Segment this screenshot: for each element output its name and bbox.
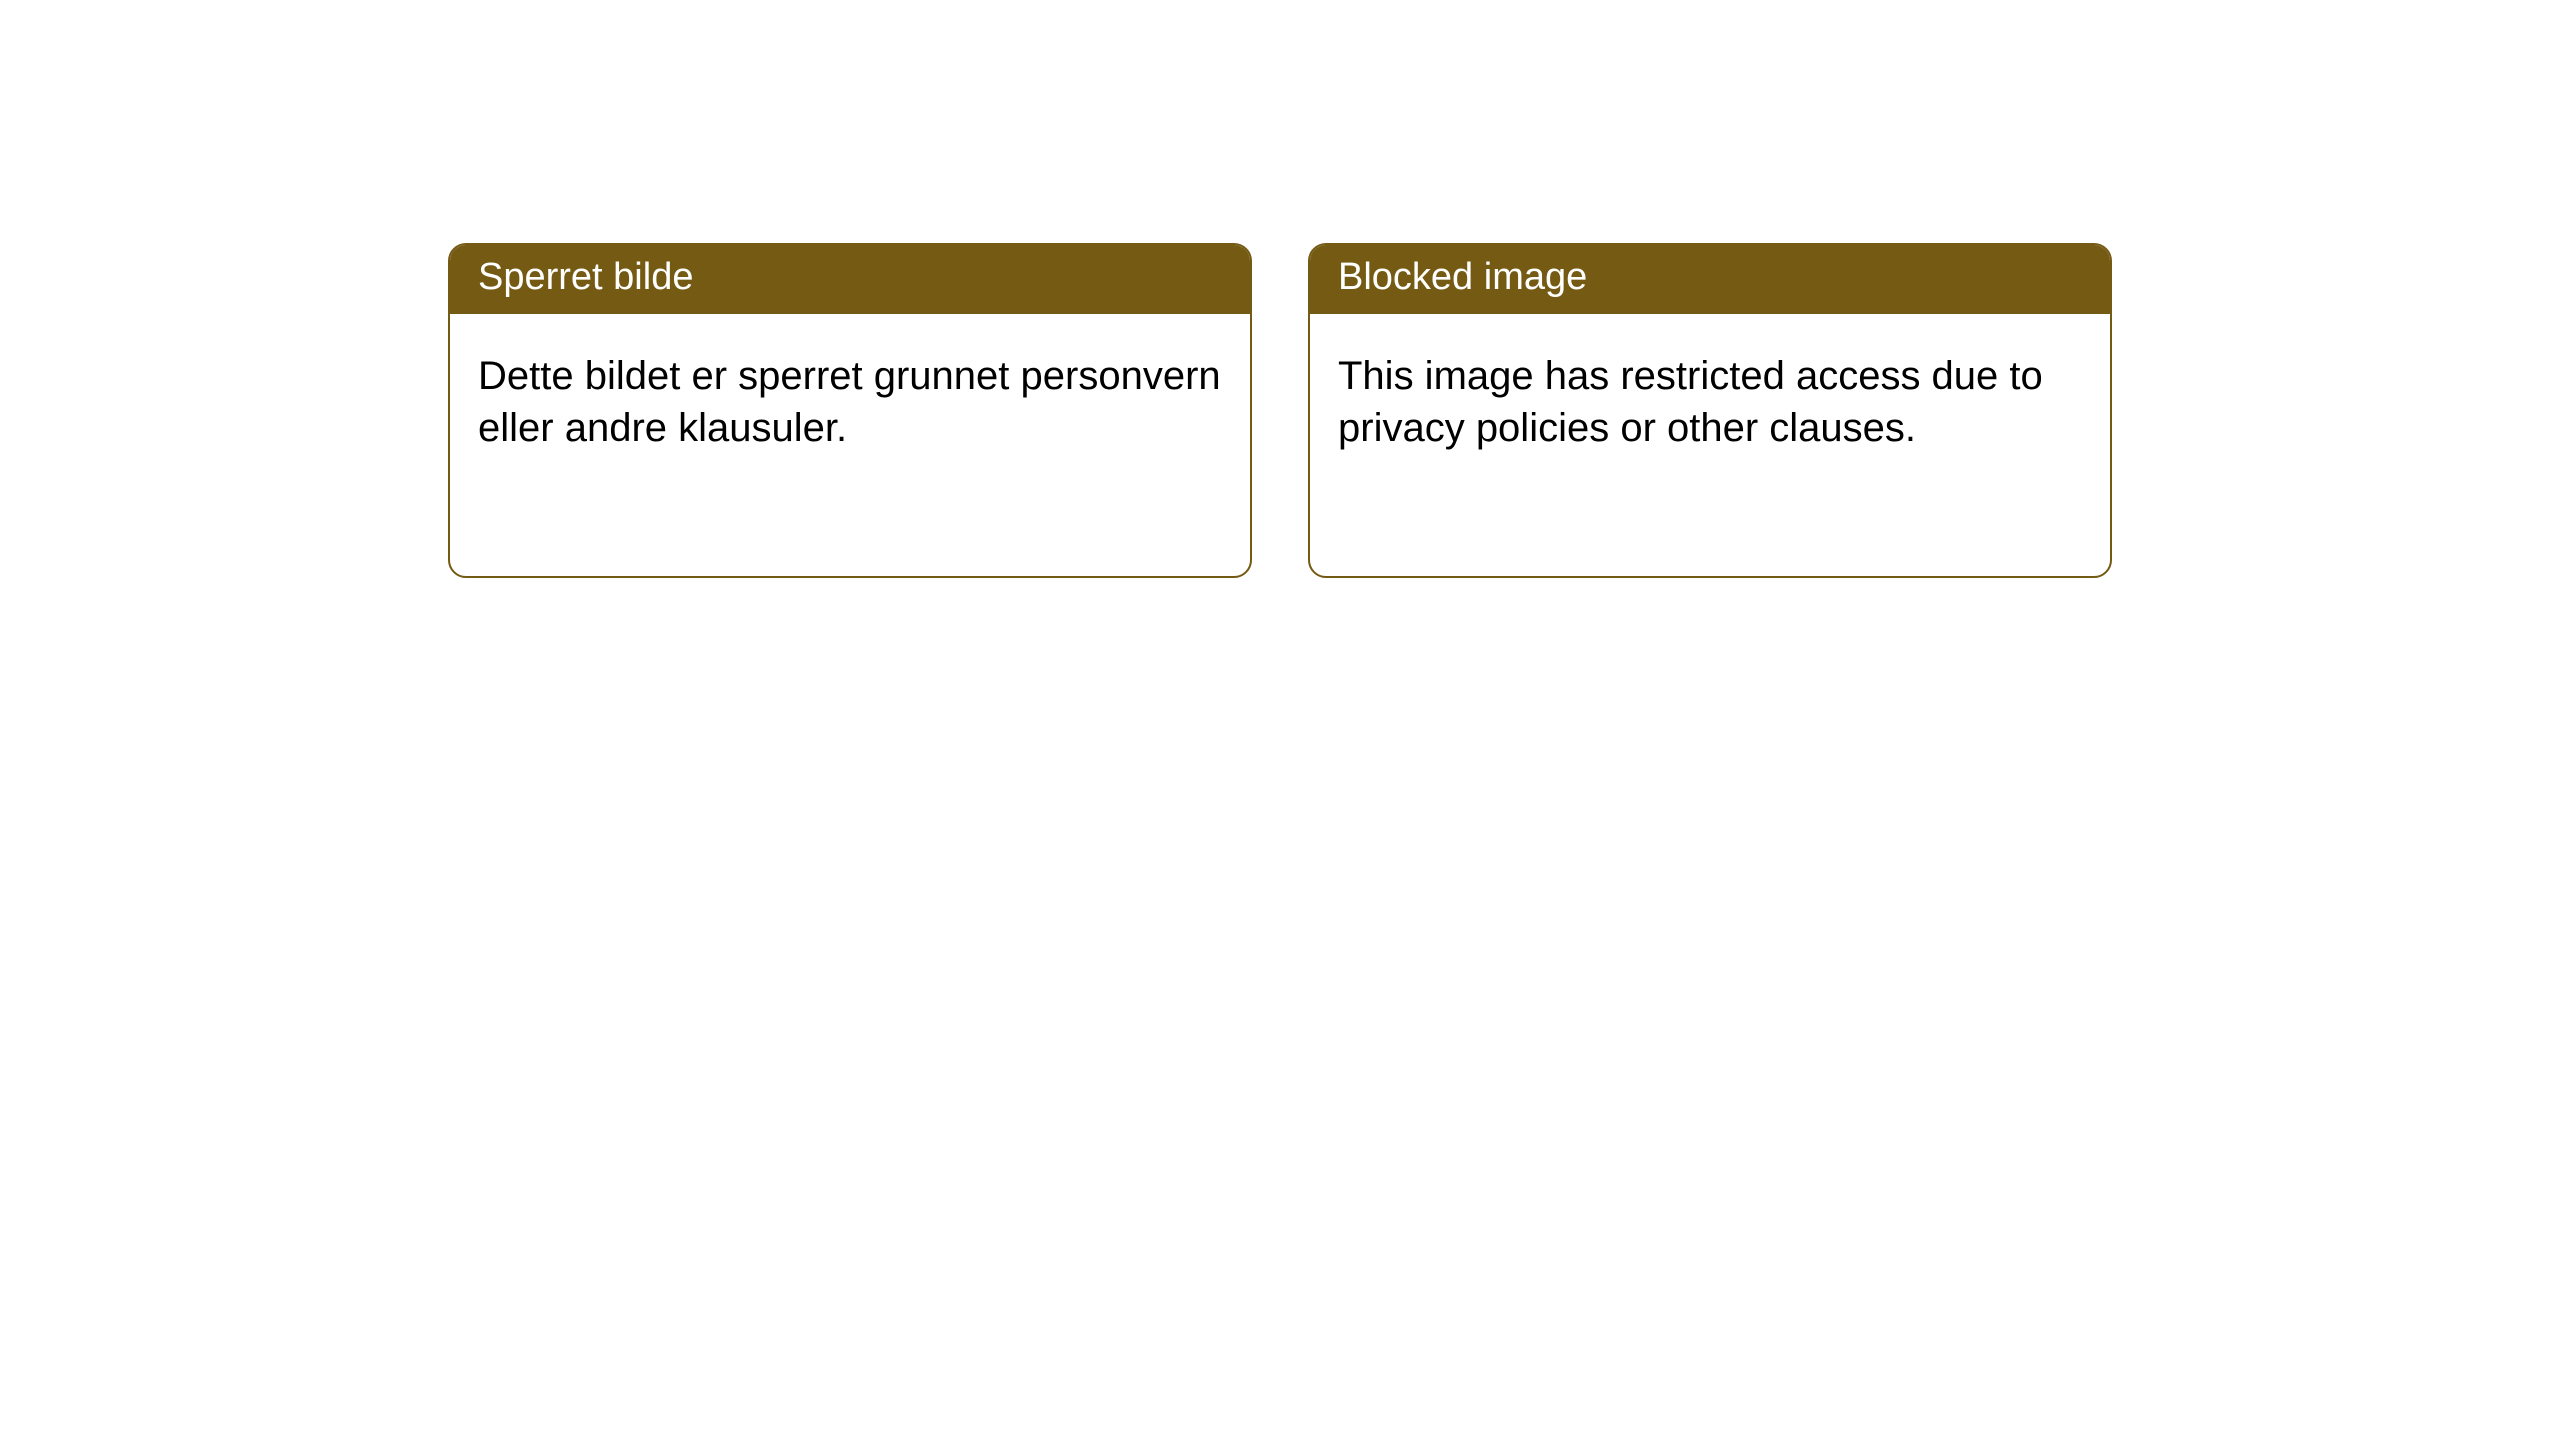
blocked-image-card-no: Sperret bilde Dette bildet er sperret gr… [448,243,1252,578]
card-body: Dette bildet er sperret grunnet personve… [450,314,1250,490]
blocked-image-card-en: Blocked image This image has restricted … [1308,243,2112,578]
card-header: Sperret bilde [450,245,1250,314]
card-header: Blocked image [1310,245,2110,314]
notice-cards-container: Sperret bilde Dette bildet er sperret gr… [0,0,2560,578]
card-body: This image has restricted access due to … [1310,314,2110,490]
